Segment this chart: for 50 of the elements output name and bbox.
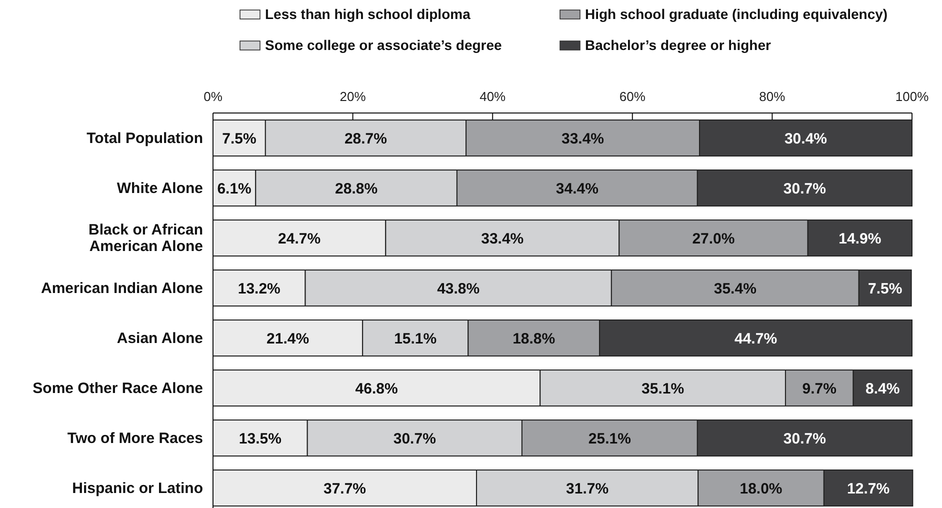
- data-label: 6.1%: [217, 180, 252, 198]
- data-label: 24.7%: [278, 230, 321, 248]
- data-label: 7.5%: [868, 280, 902, 298]
- data-label: 28.8%: [335, 180, 378, 198]
- data-label: 30.7%: [393, 430, 436, 448]
- legend-label: High school graduate (including equivalency): [585, 6, 888, 22]
- data-label: 43.8%: [437, 280, 480, 298]
- y-tick-label: Two of More Races: [67, 430, 203, 447]
- x-tick-label: 40%: [480, 89, 506, 104]
- x-tick-label: 20%: [340, 89, 366, 104]
- legend-label: Less than high school diploma: [265, 6, 471, 22]
- legend-label: Bachelor’s degree or higher: [585, 37, 772, 53]
- data-label: 35.4%: [714, 280, 756, 298]
- data-label: 33.4%: [481, 230, 524, 248]
- data-label: 14.9%: [838, 230, 882, 248]
- data-label: 25.1%: [588, 430, 631, 448]
- y-tick-label: White Alone: [116, 180, 203, 197]
- data-label: 7.5%: [222, 130, 256, 148]
- y-tick-label: Some Other Race Alone: [32, 380, 203, 397]
- data-label: 9.7%: [802, 380, 836, 398]
- data-label: 28.7%: [344, 130, 388, 148]
- x-tick-label: 80%: [759, 89, 786, 104]
- data-label: 31.7%: [566, 480, 609, 498]
- data-label: 15.1%: [394, 330, 437, 348]
- data-label: 12.7%: [847, 480, 890, 498]
- y-tick-label: Total Population: [86, 130, 203, 147]
- data-label: 34.4%: [556, 180, 598, 198]
- y-tick-label: Asian Alone: [116, 330, 203, 347]
- x-tick-label: 100%: [895, 89, 930, 104]
- data-label: 30.7%: [783, 430, 826, 448]
- data-label: 30.7%: [783, 180, 826, 198]
- data-label: 8.4%: [866, 380, 900, 398]
- data-label: 37.7%: [323, 480, 366, 498]
- data-label: 13.5%: [238, 430, 282, 448]
- data-label: 33.4%: [562, 130, 604, 148]
- data-label: 44.7%: [734, 330, 778, 348]
- data-label: 21.4%: [266, 330, 310, 348]
- y-tick-label: American Indian Alone: [41, 280, 203, 297]
- data-label: 30.4%: [784, 130, 828, 148]
- y-tick-label: Black or African American Alone: [88, 222, 203, 256]
- legend-label: Some college or associate’s degree: [265, 37, 502, 53]
- data-label: 18.8%: [512, 330, 556, 348]
- y-tick-label: Hispanic or Latino: [72, 480, 203, 497]
- data-label: 27.0%: [692, 230, 735, 248]
- x-tick-label: 0%: [204, 89, 223, 104]
- data-label: 35.1%: [642, 380, 684, 398]
- data-label: 13.2%: [238, 280, 280, 298]
- x-tick-label: 60%: [619, 89, 646, 104]
- data-label: 18.0%: [740, 480, 782, 498]
- data-label: 46.8%: [355, 380, 398, 398]
